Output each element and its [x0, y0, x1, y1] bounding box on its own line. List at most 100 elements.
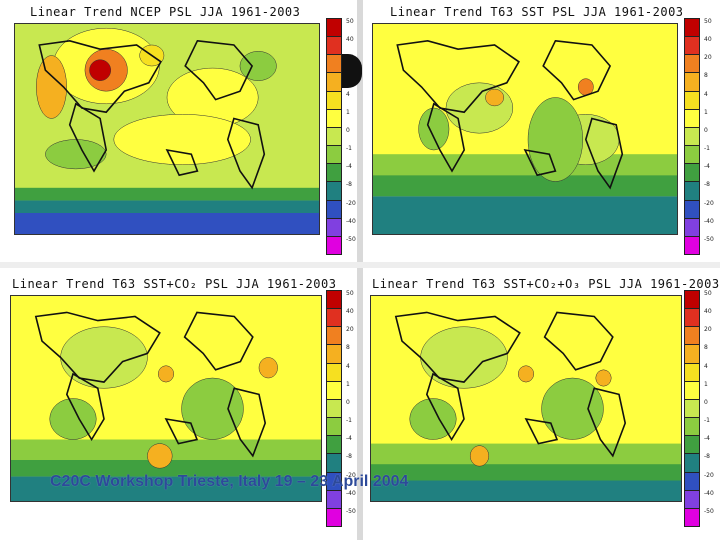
- colorbar-label: 1: [704, 108, 708, 116]
- colorbar-label: 4: [346, 90, 350, 98]
- colorbar-swatch: [326, 145, 342, 165]
- coastline: [584, 117, 624, 190]
- colorbar-swatch: [684, 290, 700, 310]
- colorbar-swatch: [684, 90, 700, 110]
- colorbar-label: 1: [704, 380, 708, 388]
- contour-band: [373, 196, 677, 234]
- coastline: [426, 102, 466, 173]
- colorbar-label: 4: [346, 362, 350, 370]
- colorbar-swatch: [684, 362, 700, 382]
- colorbar-label: 8: [346, 344, 350, 352]
- contour-band: [15, 213, 319, 234]
- colorbar-swatch: [684, 181, 700, 201]
- colorbar-swatch: [684, 235, 700, 255]
- map-field: [371, 296, 681, 501]
- colorbar-swatch: [326, 507, 342, 527]
- contour-region: [527, 97, 584, 182]
- panel-title: Linear Trend NCEP PSL JJA 1961-2003: [30, 5, 301, 19]
- coastline: [524, 417, 559, 445]
- colorbar-swatch: [684, 308, 700, 328]
- colorbar-swatch: [326, 181, 342, 201]
- colorbar-swatch: [326, 380, 342, 400]
- colorbar-label: -40: [346, 217, 356, 225]
- colorbar-label: 0: [346, 126, 350, 134]
- contour-region: [89, 59, 112, 81]
- colorbar-label: -4: [346, 163, 352, 171]
- colorbar-label: 1: [346, 380, 350, 388]
- colorbar-swatch: [684, 18, 700, 38]
- contour-band: [371, 464, 681, 481]
- colorbar-swatch: [326, 36, 342, 56]
- colorbar-label: 0: [346, 398, 350, 406]
- map-field: [373, 24, 677, 234]
- trend-map-ncep: [14, 23, 320, 235]
- coastline: [38, 39, 162, 114]
- colorbar-swatch: [684, 163, 700, 183]
- colorbar-label: 50: [704, 290, 712, 297]
- panel-title: Linear Trend T63 SST+CO₂+O₃ PSL JJA 1961…: [372, 277, 720, 291]
- colorbar-label: 20: [346, 326, 354, 334]
- coastline: [396, 39, 520, 114]
- contour-region: [595, 369, 612, 387]
- colorbar-label: -40: [704, 489, 714, 497]
- colorbar-swatch: [326, 108, 342, 128]
- coastline: [226, 117, 266, 190]
- colorbar-label: 50: [704, 18, 712, 25]
- colorbar-label: 40: [346, 36, 354, 44]
- map-field: [11, 296, 321, 501]
- contour-region: [418, 107, 450, 151]
- coastline: [227, 387, 267, 458]
- colorbar-swatch: [684, 489, 700, 509]
- contour-region: [541, 377, 604, 440]
- contour-band: [371, 480, 681, 501]
- coastline: [183, 311, 254, 371]
- contour-region: [45, 139, 107, 170]
- colorbar-swatch: [326, 308, 342, 328]
- contour-band: [373, 154, 677, 176]
- colorbar-label: 8: [704, 72, 708, 80]
- colorbar-label: -4: [704, 163, 710, 171]
- coastline: [65, 372, 105, 442]
- colorbar-swatch: [684, 398, 700, 419]
- colorbar-label: 20: [704, 326, 712, 334]
- contour-band: [11, 460, 321, 477]
- horizontal-divider: [0, 262, 720, 268]
- workshop-footer: C20C Workshop Trieste, Italy 19 – 23 Apr…: [50, 473, 409, 490]
- contour-band: [371, 443, 681, 465]
- trend-map-sst-co2-o3: [370, 295, 682, 502]
- contour-region: [49, 398, 97, 440]
- colorbar-label: 1: [346, 108, 350, 116]
- colorbar-label: -50: [346, 235, 356, 243]
- contour-region: [239, 51, 277, 81]
- colorbar-label: -8: [704, 453, 710, 461]
- colorbar-swatch: [684, 344, 700, 364]
- colorbar-label: 8: [704, 344, 708, 352]
- colorbar-swatch: [326, 90, 342, 110]
- colorbar-swatch: [326, 398, 342, 419]
- coastline: [587, 387, 627, 458]
- colorbar-swatch: [684, 36, 700, 56]
- coastline: [542, 39, 612, 101]
- colorbar-label: -1: [346, 417, 352, 425]
- colorbar-label: -1: [704, 417, 710, 425]
- contour-region: [445, 82, 514, 134]
- colorbar-swatch: [326, 489, 342, 509]
- colorbar-label: -4: [346, 435, 352, 443]
- colorbar-label: -20: [346, 199, 356, 207]
- contour-region: [409, 398, 457, 440]
- map-field: [15, 24, 319, 234]
- colorbar-label: 40: [346, 308, 354, 316]
- colorbar-label: 4: [704, 90, 708, 98]
- colorbar-label: -1: [346, 145, 352, 153]
- colorbar-swatch: [326, 417, 342, 437]
- contour-region: [113, 114, 251, 165]
- colorbar-label: -40: [704, 217, 714, 225]
- coastline: [425, 372, 465, 442]
- colorbar-label: -40: [346, 489, 356, 497]
- contour-region: [518, 365, 534, 383]
- decorative-glyph: [342, 54, 362, 88]
- colorbar-label: -1: [704, 145, 710, 153]
